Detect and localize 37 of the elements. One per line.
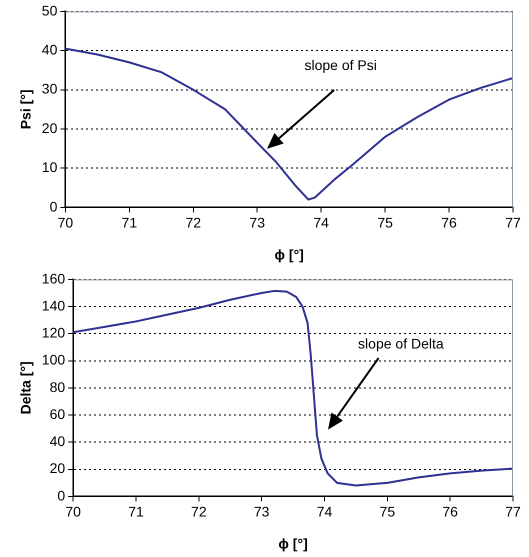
x-tick-label: 72 <box>191 504 207 520</box>
y-tick-label: 100 <box>42 352 66 368</box>
x-tick-label: 77 <box>505 504 521 520</box>
y-tick-label: 50 <box>42 2 58 18</box>
x-tick-label: 74 <box>316 504 332 520</box>
y-tick-label: 30 <box>42 80 58 97</box>
y-tick-label: 80 <box>50 378 66 395</box>
y-tick-label: 10 <box>42 159 58 176</box>
x-tick-label: 74 <box>313 214 330 231</box>
y-tick-label: 140 <box>42 297 66 314</box>
y-tick-label: 60 <box>50 406 66 422</box>
x-tick-label: 76 <box>442 504 458 520</box>
x-tick-label: 77 <box>505 214 521 231</box>
y-tick-label: 40 <box>50 433 66 450</box>
y-tick-label: 0 <box>57 487 66 504</box>
y-tick-label: 20 <box>50 460 66 476</box>
y-tick-label: 0 <box>50 198 58 214</box>
x-tick-label: 73 <box>249 214 266 231</box>
y-tick-label: 160 <box>42 270 66 286</box>
annotation: slope of Psi <box>304 57 377 74</box>
y-axis-title: Psi [°] <box>17 89 34 130</box>
x-tick-label: 73 <box>254 504 270 520</box>
x-tick-label: 75 <box>377 214 394 231</box>
x-tick-label: 76 <box>441 214 458 231</box>
x-tick-label: 75 <box>380 504 396 520</box>
annotation: slope of Delta <box>358 335 444 352</box>
y-tick-label: 40 <box>42 41 58 58</box>
x-tick-label: 72 <box>185 214 202 231</box>
x-tick-label: 71 <box>128 504 144 520</box>
y-tick-label: 120 <box>42 324 66 341</box>
x-tick-label: 70 <box>65 504 82 520</box>
x-axis-title: ϕ [°] <box>278 535 308 552</box>
x-tick-label: 71 <box>122 214 138 231</box>
x-axis-title: ϕ [°] <box>274 246 304 262</box>
y-tick-label: 20 <box>42 120 58 136</box>
y-axis-title: Delta [°] <box>17 361 34 414</box>
x-tick-label: 70 <box>58 214 74 231</box>
